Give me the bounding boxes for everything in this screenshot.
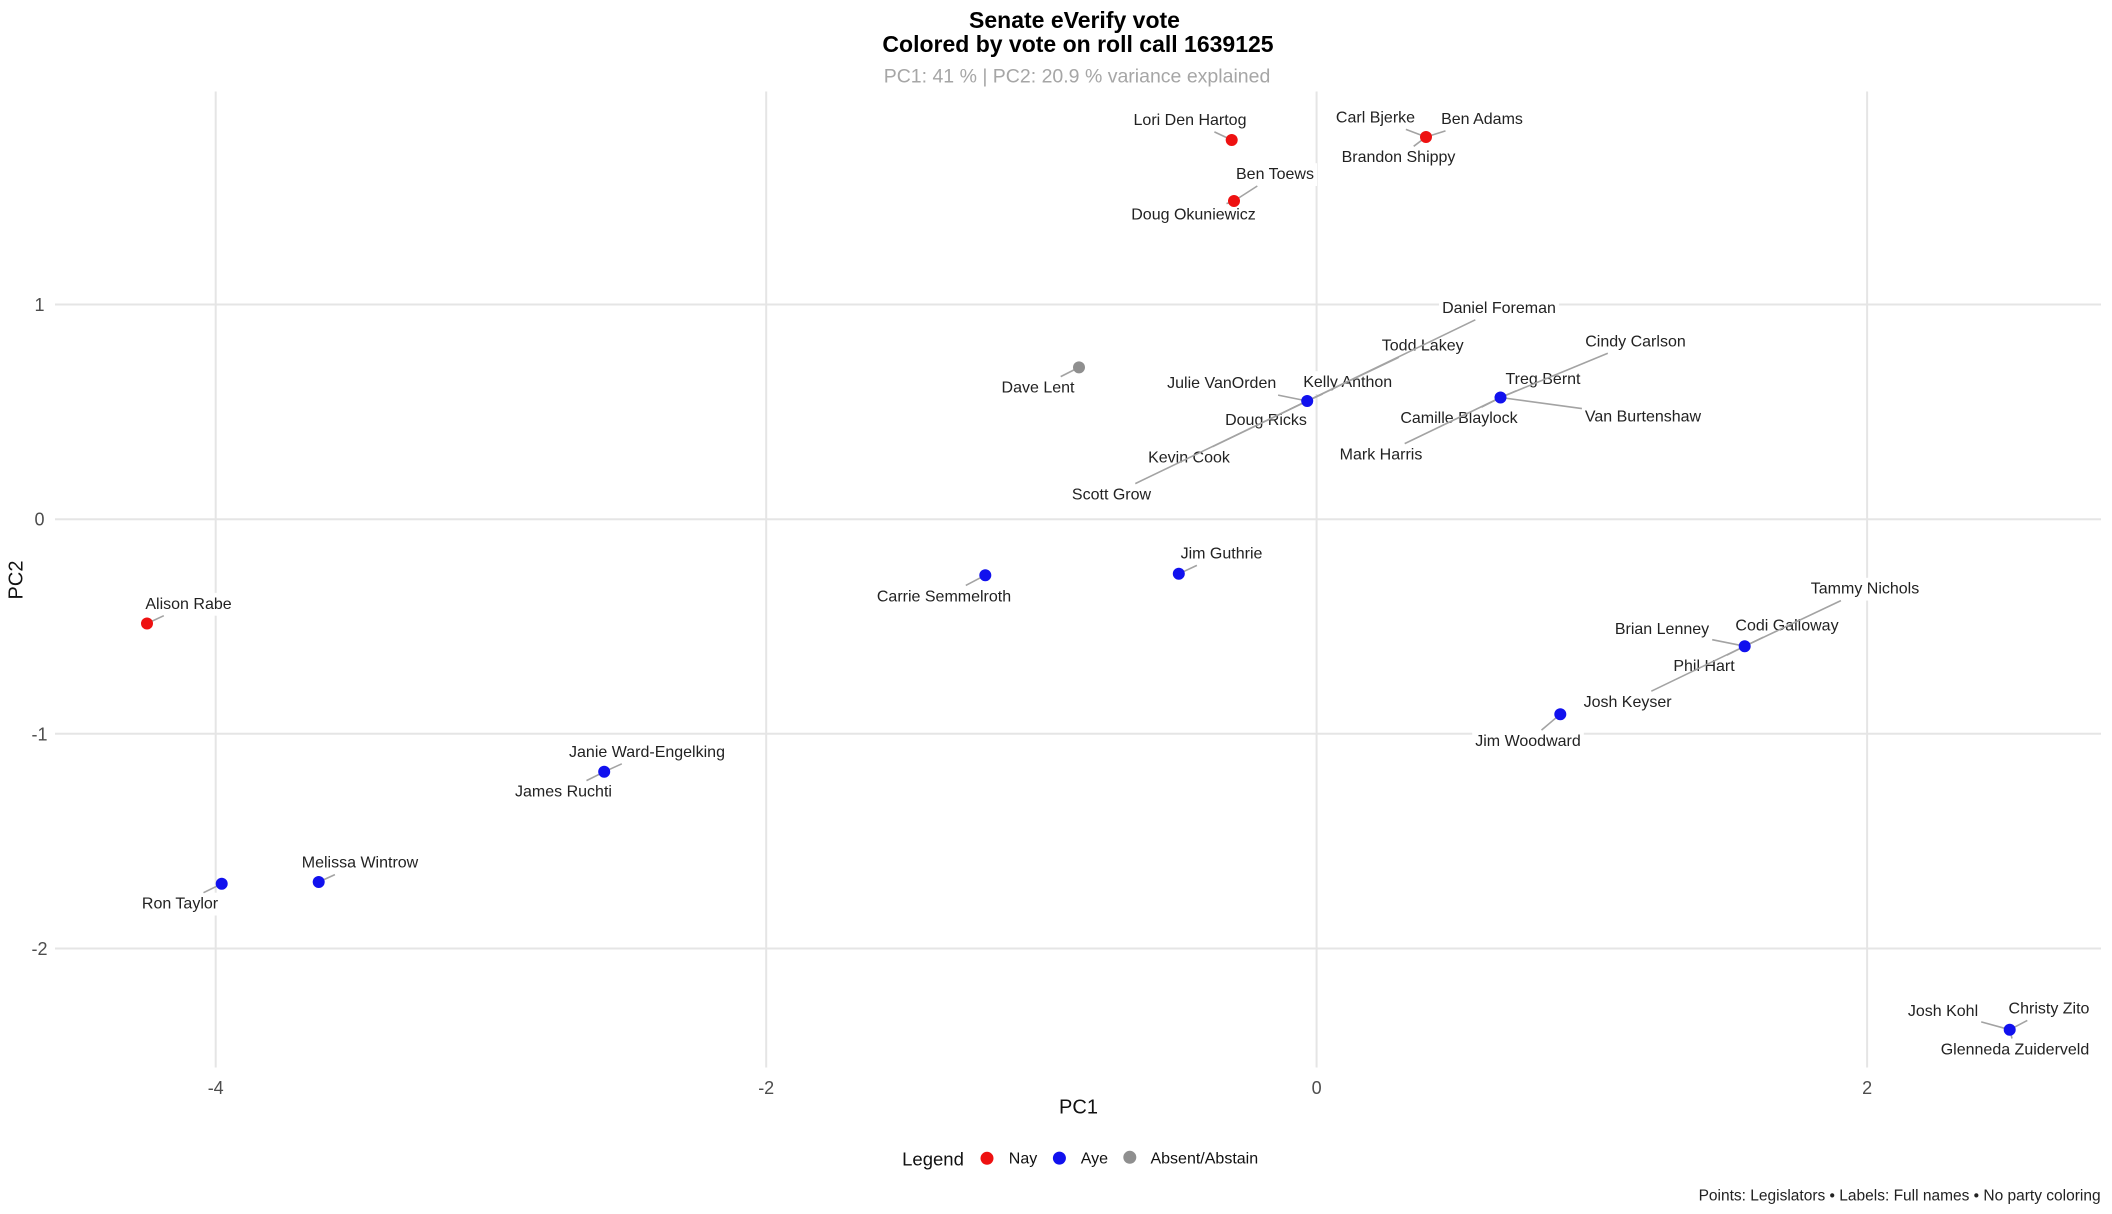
- svg-text:James Ruchti: James Ruchti: [515, 784, 612, 801]
- svg-text:PC1: 41 % | PC2: 20.9 % varian: PC1: 41 % | PC2: 20.9 % variance explain…: [884, 66, 1271, 88]
- svg-text:Colored by vote on roll call 1: Colored by vote on roll call 1639125: [882, 31, 1273, 57]
- svg-text:Josh Keyser: Josh Keyser: [1584, 694, 1673, 711]
- svg-text:Aye: Aye: [1081, 1151, 1108, 1168]
- svg-text:Carrie Semmelroth: Carrie Semmelroth: [877, 588, 1011, 605]
- svg-text:Glenneda Zuiderveld: Glenneda Zuiderveld: [1941, 1041, 2090, 1058]
- svg-text:Kelly Anthon: Kelly Anthon: [1303, 374, 1392, 391]
- svg-text:Scott Grow: Scott Grow: [1072, 487, 1152, 504]
- svg-text:Janie Ward-Engelking: Janie Ward-Engelking: [569, 744, 725, 761]
- svg-text:Carl Bjerke: Carl Bjerke: [1336, 110, 1415, 127]
- svg-text:Doug Okuniewicz: Doug Okuniewicz: [1131, 207, 1256, 224]
- svg-text:-2: -2: [758, 1078, 774, 1098]
- svg-text:Legend: Legend: [902, 1149, 964, 1170]
- svg-text:Jim Woodward: Jim Woodward: [1475, 733, 1581, 750]
- svg-text:Dave Lent: Dave Lent: [1002, 380, 1075, 397]
- svg-text:Senate eVerify vote: Senate eVerify vote: [969, 7, 1180, 33]
- svg-text:-1: -1: [31, 724, 47, 744]
- svg-text:Jim Guthrie: Jim Guthrie: [1181, 546, 1263, 563]
- svg-text:Julie VanOrden: Julie VanOrden: [1167, 375, 1276, 392]
- svg-text:Ben Adams: Ben Adams: [1441, 111, 1523, 128]
- svg-text:Camille Blaylock: Camille Blaylock: [1400, 410, 1518, 427]
- svg-text:0: 0: [34, 510, 44, 530]
- svg-text:Absent/Abstain: Absent/Abstain: [1150, 1151, 1258, 1168]
- svg-text:Melissa Wintrow: Melissa Wintrow: [302, 855, 419, 872]
- svg-text:Brian Lenney: Brian Lenney: [1615, 621, 1709, 638]
- svg-text:Cindy Carlson: Cindy Carlson: [1585, 333, 1685, 350]
- svg-text:Points: Legislators • Labels:: Points: Legislators • Labels: Full names…: [1699, 1188, 2101, 1205]
- svg-text:2: 2: [1862, 1078, 1872, 1098]
- svg-text:-2: -2: [31, 939, 47, 959]
- svg-text:PC1: PC1: [1059, 1097, 1098, 1119]
- svg-text:-4: -4: [208, 1078, 224, 1098]
- svg-text:Nay: Nay: [1009, 1151, 1037, 1168]
- svg-text:Ben Toews: Ben Toews: [1236, 166, 1314, 183]
- svg-text:0: 0: [1312, 1078, 1322, 1098]
- svg-text:Phil Hart: Phil Hart: [1673, 658, 1735, 675]
- svg-text:Alison Rabe: Alison Rabe: [145, 596, 231, 613]
- svg-text:Josh Kohl: Josh Kohl: [1908, 1003, 1978, 1020]
- svg-text:Tammy Nichols: Tammy Nichols: [1811, 581, 1919, 598]
- svg-text:1: 1: [34, 295, 44, 315]
- svg-text:Mark Harris: Mark Harris: [1340, 447, 1423, 464]
- svg-text:Daniel Foreman: Daniel Foreman: [1442, 300, 1556, 317]
- svg-text:Brandon Shippy: Brandon Shippy: [1342, 149, 1456, 166]
- svg-text:Van Burtenshaw: Van Burtenshaw: [1585, 408, 1702, 425]
- svg-text:PC2: PC2: [6, 561, 28, 600]
- svg-text:Lori Den Hartog: Lori Den Hartog: [1134, 112, 1247, 129]
- svg-text:Christy Zito: Christy Zito: [2009, 1001, 2090, 1018]
- svg-text:Ron Taylor: Ron Taylor: [142, 896, 219, 913]
